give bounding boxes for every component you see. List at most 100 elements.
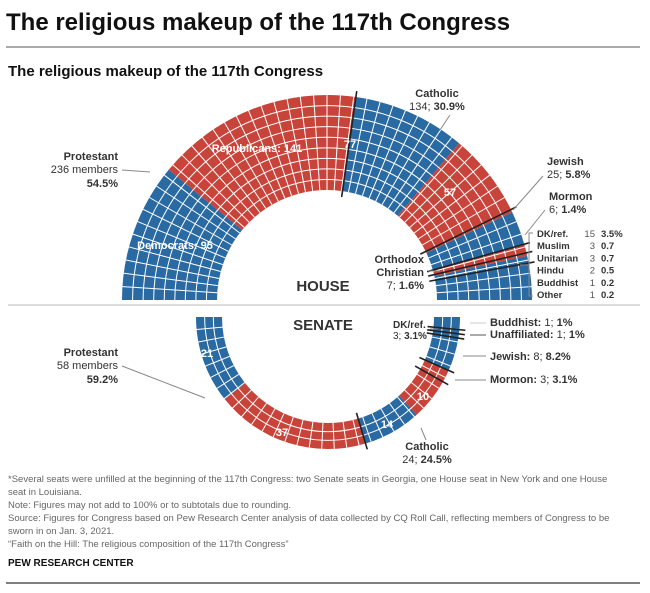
senate-grid-spoke bbox=[284, 417, 294, 442]
senate-religion-divider bbox=[419, 356, 455, 374]
senate-grid-spoke bbox=[421, 365, 446, 378]
other-table-name: Unitarian bbox=[537, 253, 578, 264]
other-table-pct: 0.2 bbox=[601, 278, 614, 289]
house-grid-spoke bbox=[191, 145, 255, 218]
senate-grid-spoke bbox=[362, 417, 372, 442]
svg-text:Catholic: Catholic bbox=[405, 441, 448, 453]
other-table-row: Hindu 2 0.5 bbox=[537, 266, 615, 277]
senate-unaffiliated-label: Unaffiliated: 1; 1% bbox=[470, 329, 585, 341]
house-grid-spoke bbox=[128, 246, 221, 273]
house-grid-spoke bbox=[224, 122, 273, 205]
senate-grid-spoke bbox=[241, 396, 259, 418]
house-grid-spoke bbox=[333, 95, 341, 191]
other-table-count: 15 bbox=[584, 229, 595, 240]
house-grid-spoke bbox=[260, 105, 293, 196]
senate-dkref-label: DK/ref. 3; 3.1% bbox=[393, 320, 438, 342]
house-grid-spoke bbox=[347, 98, 368, 193]
senate-grid-spoke bbox=[321, 422, 324, 449]
svg-text:Orthodox: Orthodox bbox=[375, 254, 425, 266]
svg-text:Mormon: 3; 3.1%: Mormon: 3; 3.1% bbox=[490, 374, 578, 386]
senate-grid-spoke bbox=[232, 389, 252, 409]
house-religion-divider bbox=[426, 241, 531, 273]
house-grid-spoke bbox=[409, 164, 482, 228]
house-grid-spoke bbox=[428, 221, 517, 259]
house-grid-spoke bbox=[201, 137, 261, 214]
senate-grid-spoke bbox=[210, 365, 235, 378]
other-table-row: Buddhist 1 0.2 bbox=[537, 278, 614, 289]
house-grid-spoke bbox=[172, 164, 245, 228]
senate-label: SENATE bbox=[293, 317, 353, 334]
house-grid-spoke bbox=[340, 96, 355, 192]
house-religion-divider bbox=[428, 250, 533, 277]
house-dem-catholic-label: 77 bbox=[344, 139, 356, 151]
other-table-count: 3 bbox=[590, 253, 595, 264]
house-grid-spoke bbox=[368, 110, 406, 199]
svg-text:Unaffiliated: 1; 1%: Unaffiliated: 1; 1% bbox=[490, 329, 585, 341]
house-grid-spoke bbox=[375, 115, 419, 202]
senate-religion-divider bbox=[414, 365, 449, 386]
senate-seats-buddhist-democrats bbox=[433, 327, 460, 334]
house-jewish-label: Jewish 25; 5.8% bbox=[512, 156, 591, 211]
other-table-row: Muslim 3 0.7 bbox=[537, 241, 614, 252]
page-title: The religious makeup of the 117th Congre… bbox=[6, 9, 510, 36]
senate-grid-spoke bbox=[198, 336, 225, 343]
house-grid-spoke bbox=[413, 174, 490, 234]
org-name: PEW RESEARCH CENTER bbox=[8, 558, 134, 569]
house-catholic-label: Catholic 134; 30.9% bbox=[409, 88, 465, 131]
house-grid-spoke bbox=[156, 185, 236, 240]
senate-grid-spoke bbox=[411, 382, 433, 399]
svg-text:Jewish: 8; 8.2%: Jewish: 8; 8.2% bbox=[490, 351, 571, 363]
senate-grid-spoke bbox=[397, 396, 415, 418]
senate-catholic-label: Catholic 24; 24.5% bbox=[402, 427, 452, 466]
other-table-row: DK/ref. 15 3.5% bbox=[537, 229, 623, 240]
svg-text:seat in Louisiana.: seat in Louisiana. bbox=[8, 487, 82, 498]
house-seats-other-groups-democrats bbox=[435, 263, 532, 300]
other-table-name: Other bbox=[537, 290, 563, 301]
senate-grid-spoke bbox=[431, 336, 458, 343]
house-protestant-label: Protestant 236 members 54.5% bbox=[51, 151, 151, 190]
chart-title: The religious makeup of the 117th Congre… bbox=[8, 63, 323, 80]
senate-grid-spoke bbox=[261, 408, 276, 432]
senate-religion-divider bbox=[426, 332, 465, 340]
house-religion-divider bbox=[429, 261, 535, 283]
house-grid-spoke bbox=[435, 272, 531, 287]
house-rep-protestant-label: Republicans: 141 bbox=[212, 143, 302, 155]
senate-grid-spoke bbox=[296, 419, 304, 446]
senate-seats-catholic-republicans bbox=[399, 369, 444, 415]
house-grid-spoke bbox=[354, 101, 381, 194]
senate-grid-spoke bbox=[272, 413, 285, 438]
svg-text:58 members: 58 members bbox=[57, 360, 119, 372]
other-table-pct: 0.5 bbox=[601, 266, 615, 277]
other-table-name: Buddhist bbox=[537, 278, 579, 289]
svg-text:7; 1.6%: 7; 1.6% bbox=[387, 280, 425, 292]
house-grid-spoke bbox=[431, 233, 522, 266]
senate-rep-protestant-label: 37 bbox=[276, 427, 288, 439]
house-grid-spoke bbox=[273, 101, 300, 194]
house-religion-divider bbox=[419, 206, 517, 255]
senate-protestant-label: Protestant 58 members 59.2% bbox=[57, 347, 206, 399]
house-rep-catholic-label: 57 bbox=[444, 187, 456, 199]
other-table-row: Unitarian 3 0.7 bbox=[537, 253, 614, 264]
senate-grid-spoke bbox=[342, 421, 348, 448]
house-dem-protestant-label: Democrats: 95 bbox=[137, 240, 213, 252]
house-grid-spoke bbox=[286, 98, 307, 193]
svg-text:“Faith on the Hill: The religi: “Faith on the Hill: The religious compos… bbox=[8, 539, 289, 550]
house-grid-spoke bbox=[122, 286, 218, 294]
house-grid-spoke bbox=[164, 174, 241, 234]
house-mormon-label: Mormon 6; 1.4% bbox=[524, 191, 593, 236]
other-table-count: 2 bbox=[590, 266, 595, 277]
house-grid-spoke bbox=[248, 110, 286, 199]
other-table-count: 1 bbox=[590, 290, 595, 301]
senate-rep-catholic-label: 10 bbox=[417, 391, 429, 403]
house-grid-spoke bbox=[149, 197, 232, 246]
house-grid-spoke bbox=[393, 137, 453, 214]
house-religion-divider bbox=[340, 90, 358, 198]
house-grid-spoke bbox=[381, 122, 430, 205]
senate-seats-dk-ref--democrats bbox=[433, 317, 460, 330]
house-grid-spoke bbox=[313, 95, 321, 191]
svg-text:Jewish: Jewish bbox=[547, 156, 584, 168]
house-grid-spoke bbox=[132, 233, 223, 266]
house-other-groups-table: DK/ref. 15 3.5% Muslim 3 0.7 Unitarian 3 0.7 Hind… bbox=[520, 229, 623, 301]
house-label: HOUSE bbox=[296, 278, 349, 295]
